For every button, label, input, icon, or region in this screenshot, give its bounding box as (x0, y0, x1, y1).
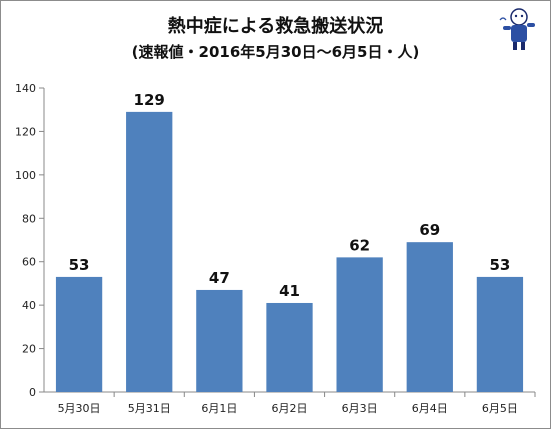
x-tick-label: 6月4日 (412, 402, 448, 415)
bar (266, 302, 313, 392)
y-tick-label: 20 (22, 343, 36, 356)
x-tick-label: 6月3日 (342, 402, 378, 415)
bar (336, 257, 383, 392)
y-tick-label: 140 (15, 82, 36, 95)
y-tick-label: 120 (15, 125, 36, 138)
data-label: 69 (419, 221, 440, 239)
chart-title: 熱中症による救急搬送状況 (167, 16, 384, 37)
bar (406, 242, 453, 392)
x-tick-label: 6月1日 (201, 402, 237, 415)
x-tick-label: 6月2日 (272, 402, 308, 415)
bar (126, 111, 173, 392)
data-label: 53 (69, 256, 90, 274)
data-label: 129 (134, 91, 165, 109)
y-tick-label: 40 (22, 299, 36, 312)
data-label: 41 (279, 282, 300, 300)
mascot-illustration (499, 8, 535, 50)
data-label: 47 (209, 269, 230, 287)
data-label: 53 (489, 256, 510, 274)
y-tick-label: 100 (15, 169, 36, 182)
x-tick-label: 5月31日 (128, 402, 171, 415)
x-tick-label: 5月30日 (58, 402, 101, 415)
chart-subtitle: (速報値・2016年5月30日〜6月5日・人) (131, 43, 420, 61)
data-label: 62 (349, 236, 370, 254)
bar (196, 289, 243, 392)
bar (476, 276, 524, 392)
y-tick-label: 60 (22, 256, 36, 269)
y-tick-label: 80 (22, 212, 36, 225)
bar (55, 276, 103, 392)
y-tick-label: 0 (29, 386, 36, 399)
x-tick-label: 6月5日 (482, 402, 518, 415)
